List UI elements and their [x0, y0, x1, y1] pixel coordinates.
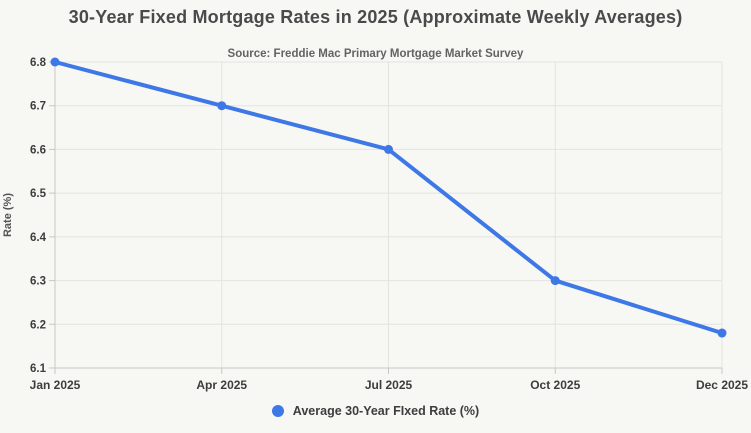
y-tick-label: 6.4	[30, 232, 47, 244]
x-tick-label: Oct 2025	[530, 378, 580, 392]
legend-circle-icon	[271, 405, 284, 417]
y-tick-label: 6.1	[30, 363, 47, 375]
y-tick-label: 6.5	[30, 188, 47, 200]
legend-item[interactable]: Average 30-Year FIxed Rate (%)	[271, 404, 480, 418]
chart-title: 30-Year Fixed Mortgage Rates in 2025 (Ap…	[68, 7, 683, 27]
y-tick-label: 6.2	[30, 319, 46, 331]
chart-subtitle: Source: Freddie Mac Primary Mortgage Mar…	[227, 48, 524, 60]
x-tick-label: Jan 2025	[30, 378, 81, 392]
y-tick-label: 6.7	[30, 101, 46, 113]
legend-label: Average 30-Year FIxed Rate (%)	[292, 404, 480, 418]
y-tick-label: 6.6	[30, 144, 46, 156]
y-tick-label: 6.3	[30, 276, 46, 288]
data-point[interactable]	[217, 101, 227, 111]
legend: Average 30-Year FIxed Rate (%)	[0, 404, 751, 418]
data-point[interactable]	[550, 276, 560, 286]
data-point[interactable]	[384, 144, 393, 154]
x-tick-label: Apr 2025	[196, 378, 247, 392]
x-tick-label: Dec 2025	[696, 378, 748, 392]
data-point[interactable]	[50, 57, 60, 67]
y-tick-label: 6.8	[30, 57, 47, 69]
data-point[interactable]	[717, 328, 727, 338]
x-tick-label: Jul 2025	[365, 378, 413, 392]
